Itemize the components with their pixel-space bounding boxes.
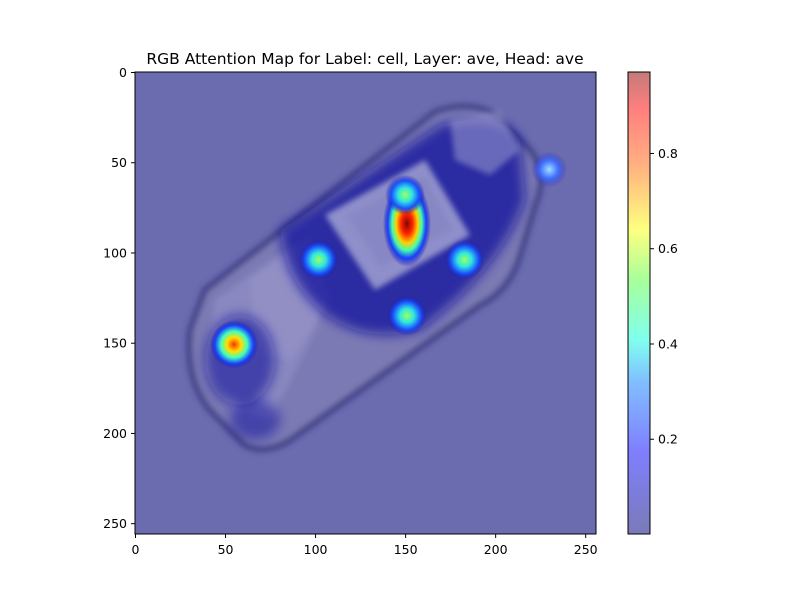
plot-frame <box>134 71 597 535</box>
chart-title: RGB Attention Map for Label: cell, Layer… <box>146 50 583 68</box>
x-tick-label: 0 <box>132 542 140 557</box>
colorbar-tick-label: 0.6 <box>658 241 678 256</box>
y-tick-label: 100 <box>103 245 127 260</box>
colorbar-tick-label: 0.8 <box>658 146 678 161</box>
attention-hotspots <box>210 151 568 369</box>
y-tick-label: 0 <box>119 65 127 80</box>
colorbar-fill <box>628 72 650 534</box>
x-tick-label: 100 <box>304 542 328 557</box>
x-tick-label: 150 <box>394 542 418 557</box>
colorbar-ticks: 0.2 0.4 0.6 0.8 <box>650 146 678 447</box>
y-tick-label: 150 <box>103 336 127 351</box>
attention-hotspot <box>444 239 485 280</box>
attention-hotspot <box>298 239 339 280</box>
y-tick-label: 250 <box>103 516 127 531</box>
attention-hotspot <box>385 174 426 215</box>
y-tick-label: 50 <box>111 155 127 170</box>
y-tick-label: 200 <box>103 426 127 441</box>
heatmap-image <box>135 72 596 534</box>
attention-hotspot <box>210 320 259 369</box>
colorbar: 0.2 0.4 0.6 0.8 <box>627 71 678 535</box>
attention-hotspot <box>386 295 427 336</box>
x-tick-label: 200 <box>484 542 508 557</box>
colorbar-tick-label: 0.4 <box>658 336 678 351</box>
x-axis: 0 50 100 150 200 250 <box>132 534 598 557</box>
y-axis: 0 50 100 150 200 250 <box>103 65 135 531</box>
x-tick-label: 50 <box>218 542 234 557</box>
attention-hotspot <box>531 151 568 188</box>
colorbar-frame <box>627 71 651 535</box>
colorbar-tick-label: 0.2 <box>658 432 678 447</box>
x-tick-label: 250 <box>574 542 598 557</box>
